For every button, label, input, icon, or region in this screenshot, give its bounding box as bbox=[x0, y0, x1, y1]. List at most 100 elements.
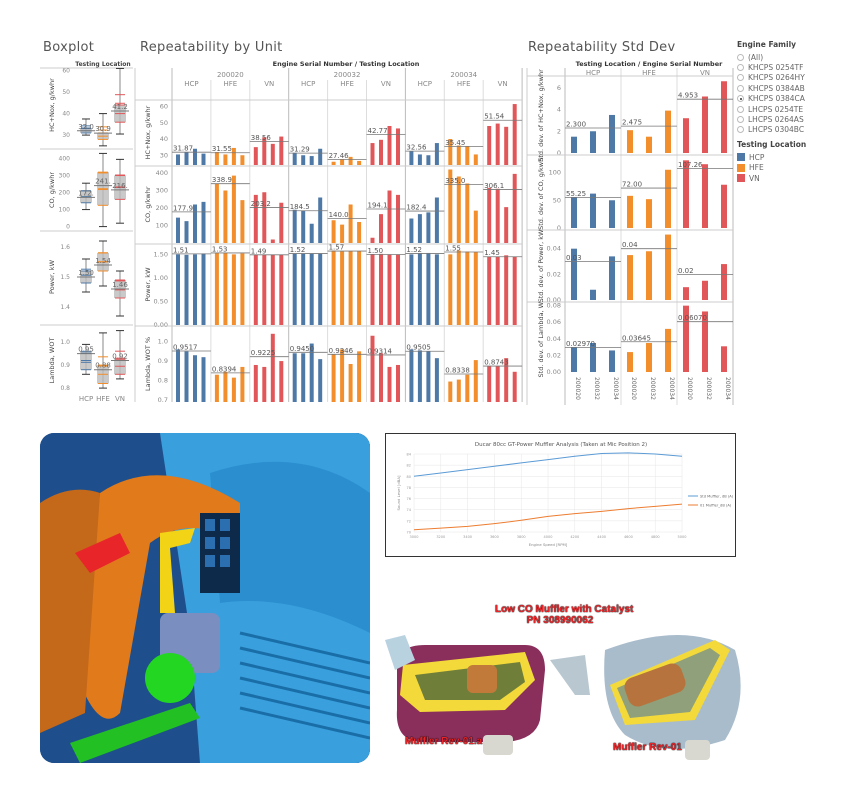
average-label: 51.54 bbox=[484, 113, 505, 121]
unit-bar bbox=[473, 252, 478, 325]
engine-family-label: KHCPS 0384CA bbox=[748, 94, 805, 104]
average-label: 0.9517 bbox=[173, 344, 198, 352]
engine-family-radio-option[interactable]: LHCPS 0254TE bbox=[737, 104, 806, 114]
average-label: 31.29 bbox=[290, 146, 310, 154]
boxplot-tick: 50 bbox=[62, 89, 70, 96]
average-label: 0.06070 bbox=[678, 314, 707, 322]
x-axis-label: Engine Speed [RPM] bbox=[529, 542, 568, 547]
unit-bar bbox=[309, 156, 314, 165]
engine-family-radio-option[interactable]: LHCPS 0304BC bbox=[737, 125, 806, 135]
radio-button-icon[interactable] bbox=[737, 116, 744, 124]
unit-bar bbox=[223, 154, 228, 165]
radio-button-icon[interactable] bbox=[737, 95, 744, 103]
unit-bar bbox=[214, 152, 219, 165]
unit-bar bbox=[495, 365, 500, 402]
serial-number-label: 200020 bbox=[217, 71, 244, 79]
boxplot-median-label: 0.88 bbox=[95, 362, 111, 370]
radio-button-icon[interactable] bbox=[737, 74, 744, 82]
unit-bar bbox=[473, 210, 478, 243]
unit-bar bbox=[318, 148, 323, 165]
location-column-label: HCP bbox=[418, 80, 432, 88]
engine-family-radio-option[interactable]: KHCPS 0384AB bbox=[737, 83, 806, 93]
unit-bar bbox=[456, 145, 461, 165]
unit-bar bbox=[214, 183, 219, 243]
serial-number-label: 200032 bbox=[334, 71, 361, 79]
unit-bar bbox=[417, 214, 422, 243]
stddev-bar bbox=[646, 251, 652, 300]
average-label: 38.56 bbox=[251, 134, 272, 142]
unit-bar bbox=[426, 252, 431, 325]
boxplot-tick: 40 bbox=[62, 111, 70, 118]
boxplot-median-label: 0.95 bbox=[78, 346, 94, 354]
average-label: 306.1 bbox=[484, 182, 504, 190]
unit-bar bbox=[231, 175, 236, 243]
muffler-cad-images: Low CO Muffler with Catalyst PN 30899006… bbox=[385, 600, 747, 768]
unit-axis-label: HC+Nox, g/kwhr bbox=[144, 105, 152, 159]
unit-bar bbox=[487, 126, 492, 165]
unit-bar bbox=[473, 360, 478, 402]
unit-bar bbox=[434, 143, 439, 165]
unit-bar bbox=[340, 159, 345, 165]
unit-tick: 100 bbox=[156, 222, 168, 230]
stddev-bar bbox=[609, 256, 615, 300]
boxplot-tick: 100 bbox=[59, 207, 71, 214]
radio-button-icon[interactable] bbox=[737, 126, 744, 134]
engine-family-radio-option[interactable]: KHCPS 0384CA bbox=[737, 94, 806, 104]
average-label: 107.26 bbox=[678, 161, 703, 169]
serial-x-label: 200034 bbox=[612, 377, 619, 400]
unit-bar bbox=[231, 147, 236, 165]
unit-bar bbox=[340, 349, 345, 402]
unit-bar bbox=[387, 190, 392, 243]
average-label: 1.52 bbox=[406, 246, 422, 254]
boxplot-title: Boxplot bbox=[43, 40, 95, 55]
unit-bar bbox=[262, 192, 267, 243]
unit-bar bbox=[331, 250, 336, 325]
stddev-bar bbox=[702, 280, 708, 300]
radio-button-icon[interactable] bbox=[737, 64, 744, 72]
stddev-tick: 0.00 bbox=[547, 296, 561, 304]
unit-tick: 40 bbox=[160, 135, 168, 143]
average-label: 177.9 bbox=[173, 204, 193, 212]
unit-bar bbox=[292, 353, 297, 402]
legend-item[interactable]: VN bbox=[737, 173, 806, 183]
x-tick-label: 4800 bbox=[651, 535, 660, 539]
unit-bar bbox=[396, 364, 400, 402]
boxplot-tick: 0.8 bbox=[60, 385, 70, 392]
engine-family-radio-option[interactable]: KHCPS 0254TF bbox=[737, 62, 806, 72]
radio-button-icon[interactable] bbox=[737, 53, 744, 61]
average-label: 27.46 bbox=[329, 152, 350, 160]
unit-bar bbox=[465, 251, 470, 325]
stddev-bar bbox=[590, 131, 596, 153]
legend-item[interactable]: HFE bbox=[737, 163, 806, 173]
stddev-bar bbox=[683, 305, 689, 372]
engine-family-radio-option[interactable]: KHCPS 0264HY bbox=[737, 73, 806, 83]
serial-x-label: 200034 bbox=[724, 377, 731, 400]
unit-bar bbox=[223, 252, 228, 325]
average-label: 2.300 bbox=[566, 121, 586, 129]
unit-bar bbox=[348, 251, 353, 325]
unit-bar bbox=[426, 212, 431, 243]
unit-bar bbox=[409, 254, 414, 325]
radio-button-icon[interactable] bbox=[737, 84, 744, 92]
legend-label: HFE bbox=[749, 163, 764, 173]
boxplot-header: Testing Location bbox=[75, 61, 130, 68]
unit-bar bbox=[434, 197, 439, 243]
engine-family-radio-option[interactable]: LHCPS 0264AS bbox=[737, 114, 806, 124]
unit-bar bbox=[495, 123, 500, 165]
average-label: 0.8743 bbox=[484, 359, 509, 367]
stddev-bar bbox=[665, 234, 671, 300]
unit-bar bbox=[301, 353, 306, 402]
engine-family-radio-option[interactable]: (All) bbox=[737, 52, 806, 62]
boxplot-tick: 30 bbox=[62, 132, 70, 139]
x-tick-label: 3200 bbox=[436, 535, 445, 539]
unit-bar bbox=[495, 188, 500, 243]
legend-item[interactable]: HCP bbox=[737, 152, 806, 162]
engine-family-label: LHCPS 0264AS bbox=[748, 115, 804, 125]
muffler-caption: Low CO Muffler with Catalyst PN 30899006… bbox=[495, 604, 633, 626]
unit-bar bbox=[240, 366, 245, 402]
color-swatch bbox=[737, 174, 745, 183]
radio-button-icon[interactable] bbox=[737, 105, 744, 113]
unit-bar bbox=[253, 364, 258, 402]
